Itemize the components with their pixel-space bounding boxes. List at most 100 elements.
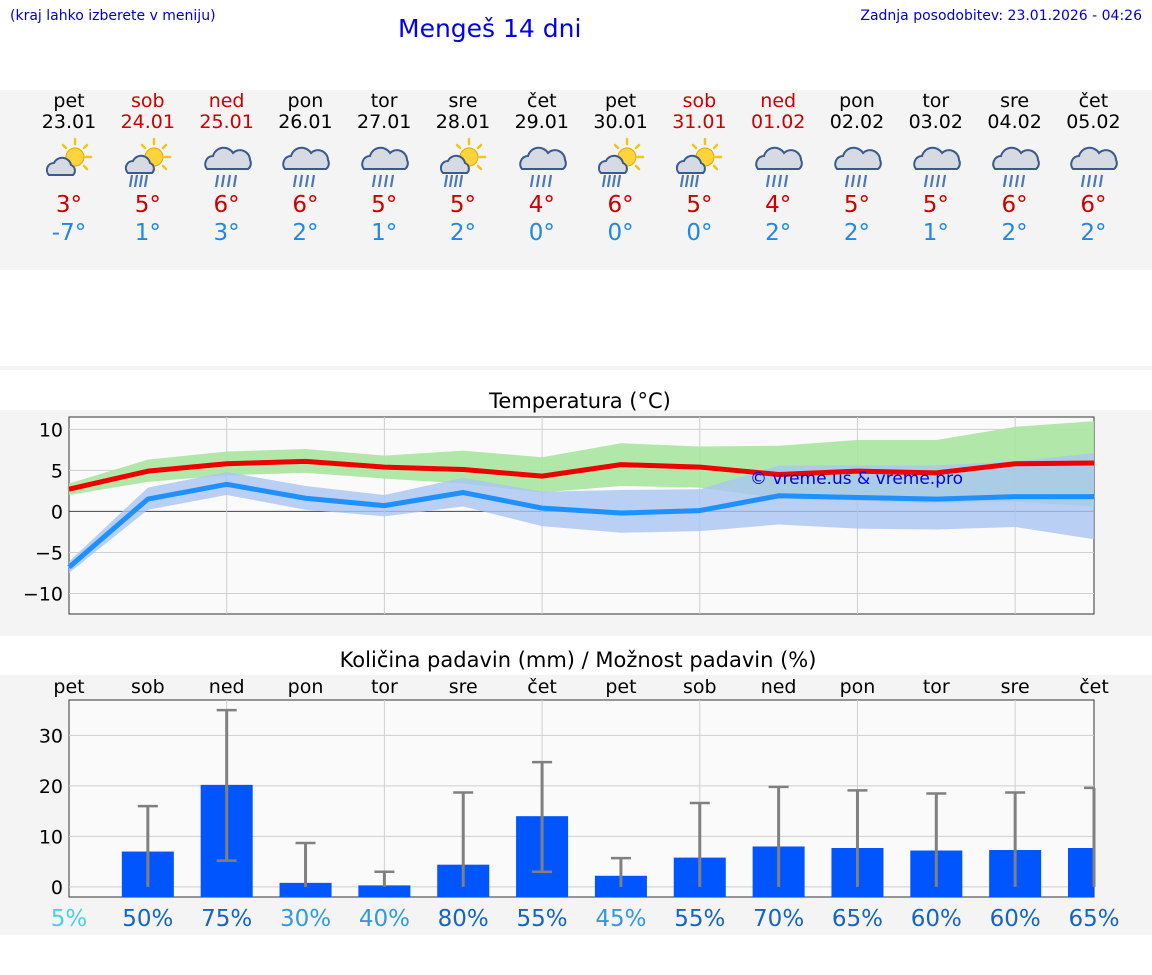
y-tick-label: 0	[51, 501, 63, 523]
error-bar	[847, 789, 868, 887]
chart-title: Temperatura (°C)	[488, 389, 671, 413]
min-temperature: 3°	[213, 220, 240, 246]
day-column: pon 02.02 5° 2°	[818, 90, 896, 247]
day-name: čet	[527, 90, 557, 112]
y-tick-label: −10	[23, 583, 63, 605]
day-column: pet 30.01 6° 0°	[582, 90, 660, 247]
max-temperature-line	[68, 458, 1095, 492]
error-bar	[453, 791, 474, 887]
day-date: 29.01	[514, 111, 569, 133]
error-bar	[137, 804, 158, 887]
y-tick-label: 0	[51, 877, 63, 899]
precipitation-chance: 70%	[753, 906, 804, 932]
day-name: sob	[131, 90, 165, 112]
divider	[0, 366, 1152, 370]
cloud-rain-icon	[345, 135, 423, 191]
min-temperature: 0°	[607, 220, 634, 246]
max-temperature: 3°	[55, 192, 83, 218]
max-temperature: 5°	[371, 192, 398, 218]
y-tick-label: 5	[51, 460, 63, 482]
day-date: 30.01	[593, 111, 648, 133]
sun-rain-icon	[582, 135, 660, 191]
day-date: 25.01	[199, 111, 254, 133]
day-column: sob 24.01 5° 1°	[109, 90, 187, 247]
daily-forecast: pet 23.01 3° -7° sob 24.01 5° 1° ned 25.01 6° 3° p…	[0, 90, 1152, 270]
min-temperature-line-point	[383, 505, 385, 507]
max-temperature: 6°	[213, 192, 240, 218]
precipitation-chance: 45%	[595, 906, 646, 932]
x-tick-label: pon	[840, 676, 876, 698]
max-temperature-line-point	[1014, 463, 1016, 465]
location-hint: (kraj lahko izberete v meniju)	[10, 8, 216, 24]
precipitation-chance: 65%	[1068, 906, 1119, 932]
sun-rain-icon	[424, 135, 502, 191]
max-temperature-line-point	[462, 469, 464, 471]
max-temperature: 5°	[686, 192, 713, 218]
cloud-rain-icon	[897, 135, 975, 191]
min-temperature: 1°	[922, 220, 949, 246]
x-tick-label: ned	[761, 676, 797, 698]
min-temperature-line-point	[226, 483, 228, 485]
day-name: sre	[1000, 90, 1030, 112]
x-tick-label: sob	[683, 676, 717, 698]
day-column: sre 28.01 5° 2°	[424, 90, 502, 247]
precipitation-bar	[1068, 848, 1094, 897]
day-column: čet 29.01 4° 0°	[503, 90, 581, 247]
min-temperature: 2°	[1080, 220, 1107, 246]
min-temperature-line-point	[147, 498, 149, 500]
max-temperature: 6°	[1001, 192, 1028, 218]
error-bar	[216, 708, 237, 862]
min-temperature: 2°	[1001, 220, 1028, 246]
x-tick-label: pet	[605, 676, 636, 698]
error-bar	[374, 870, 395, 887]
day-name: pet	[604, 90, 637, 112]
day-name: pon	[287, 90, 324, 112]
cloud-rain-icon	[188, 135, 266, 191]
day-date: 26.01	[278, 111, 333, 133]
day-name: tor	[370, 90, 398, 112]
cloud-rain-icon	[266, 135, 344, 191]
error-bar	[926, 792, 947, 887]
min-temperature: 1°	[371, 220, 398, 246]
min-temperature: -7°	[51, 220, 87, 246]
day-column: sob 31.01 5° 0°	[660, 90, 738, 247]
day-date: 04.02	[987, 111, 1042, 133]
x-tick-label: pon	[288, 676, 324, 698]
error-bar	[532, 760, 553, 873]
precipitation-chance: 55%	[674, 906, 725, 932]
precipitation-chance: 60%	[911, 906, 962, 932]
temperature-chart: Temperatura (°C) 10 5 0 −5 −10 © vreme.us & vr…	[0, 389, 1152, 636]
max-temperature-line-point	[856, 470, 858, 472]
day-name: ned	[208, 90, 245, 112]
max-temperature-line-point	[147, 470, 149, 472]
max-temperature: 5°	[843, 192, 871, 218]
max-temperature-line-point	[1093, 462, 1095, 464]
day-name: čet	[1078, 90, 1109, 112]
x-tick-label: čet	[1079, 676, 1109, 698]
last-update: Zadnja posodobitev: 23.01.2026 - 04:26	[860, 8, 1142, 24]
day-date: 27.01	[356, 111, 412, 133]
max-temperature-line-point	[620, 464, 622, 466]
precipitation-chance: 55%	[517, 906, 568, 932]
min-temperature: 0°	[686, 220, 713, 246]
y-tick-label: 10	[39, 419, 63, 441]
max-temperature: 5°	[449, 192, 477, 218]
min-temperature: 2°	[765, 220, 792, 246]
max-temperature: 4°	[765, 192, 792, 218]
min-temperature-line-point	[305, 497, 307, 499]
day-date: 28.01	[435, 111, 491, 133]
day-column: tor 03.02 5° 1°	[897, 90, 975, 247]
day-name: sob	[682, 90, 717, 112]
day-column: ned 01.02 4° 2°	[739, 90, 817, 247]
x-tick-label: čet	[527, 676, 557, 698]
min-temperature: 2°	[292, 220, 319, 246]
cloud-rain-icon	[739, 135, 817, 191]
day-date: 03.02	[908, 111, 963, 133]
cloud-rain-icon	[1054, 135, 1132, 191]
x-tick-label: sob	[131, 676, 165, 698]
max-temperature: 5°	[922, 192, 949, 218]
day-name: tor	[922, 90, 950, 112]
day-column: pet 23.01 3° -7°	[30, 90, 108, 247]
min-temperature-line-point	[620, 512, 622, 514]
day-column: čet 05.02 6° 2°	[1054, 90, 1132, 247]
